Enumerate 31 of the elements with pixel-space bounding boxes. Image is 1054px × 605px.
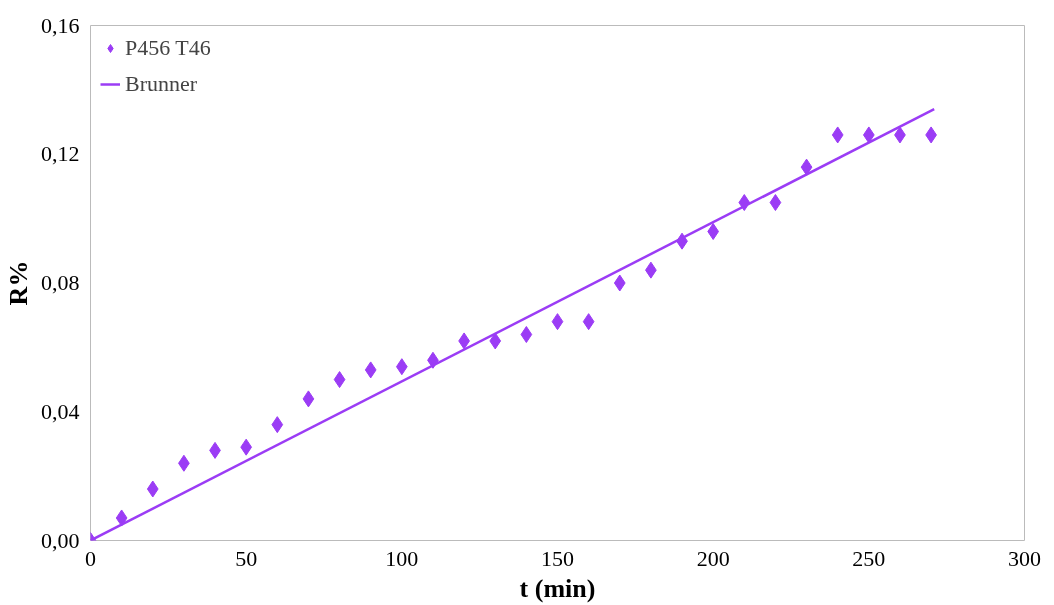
x-axis-title: t (min) (519, 573, 596, 603)
point (271, 416, 284, 434)
x-tick-label: 150 (541, 545, 574, 571)
legend-label: Brunner (125, 71, 198, 97)
point (364, 361, 377, 379)
y-tick-label: 0,08 (41, 270, 80, 295)
point (489, 332, 502, 350)
x-tick-label: 100 (385, 545, 419, 571)
point (115, 509, 128, 527)
x-tick-label: 300 (1008, 545, 1041, 571)
legend-label: P456 T46 (125, 35, 211, 61)
y-axis-title: R% (4, 260, 33, 306)
point (769, 194, 782, 212)
point (333, 371, 346, 389)
y-tick-label: 0,00 (41, 527, 80, 553)
y-tick-label: 0,04 (41, 398, 80, 424)
x-tick-label: 200 (696, 545, 730, 571)
x-tick-label: 50 (235, 545, 258, 571)
point (800, 158, 813, 176)
point (551, 313, 564, 331)
point (613, 274, 626, 292)
x-tick-label: 0 (85, 545, 96, 571)
point (831, 126, 844, 144)
y-tick-label: 0,12 (41, 141, 80, 167)
point (582, 313, 595, 331)
y-tick-label: 0,16 (41, 12, 80, 38)
point (302, 390, 315, 408)
point (520, 326, 533, 343)
point (146, 480, 159, 498)
point (707, 223, 719, 240)
x-tick-label: 250 (852, 545, 886, 571)
